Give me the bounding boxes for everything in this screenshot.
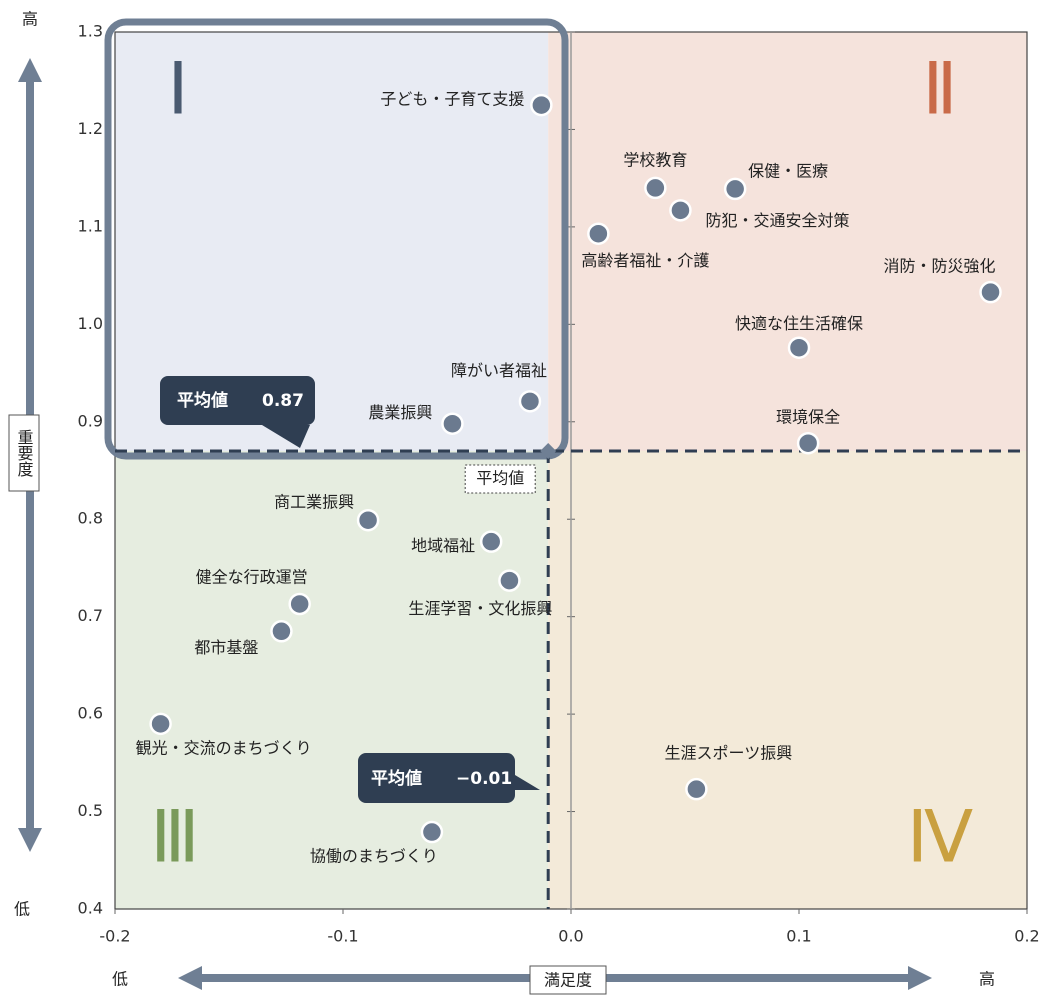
- point-label: 生涯スポーツ振興: [665, 744, 793, 763]
- point-label: 高齢者福祉・介護: [581, 251, 709, 270]
- point-label: 障がい者福祉: [451, 361, 547, 380]
- point: [149, 712, 172, 736]
- point: [420, 820, 444, 844]
- callout-x: [358, 753, 540, 803]
- quadrant-numeral: Ⅳ: [907, 798, 973, 878]
- x-tick-label: -0.1: [327, 927, 358, 946]
- y-tick-label: 0.9: [78, 411, 103, 430]
- point-label: 健全な行政運営: [196, 567, 308, 586]
- point: [441, 412, 464, 435]
- point: [518, 390, 542, 413]
- callout-caption: 平均値: [177, 390, 228, 411]
- callout-caption: 平均値: [371, 768, 422, 789]
- point-label: 地域福祉: [411, 536, 475, 555]
- point-label: 防犯・交通安全対策: [705, 211, 849, 230]
- quadrant-numeral: Ⅰ: [167, 50, 188, 130]
- point: [530, 93, 553, 117]
- point-label: 環境保全: [776, 408, 840, 427]
- point: [723, 177, 747, 201]
- callout-value: −0.01: [456, 769, 512, 789]
- x-tick-label: 0.0: [558, 927, 583, 946]
- y-axis-label: 重要度: [15, 429, 34, 477]
- y-tick-label: 0.7: [78, 606, 103, 625]
- point: [644, 176, 667, 200]
- point-label: 保健・医療: [748, 161, 828, 180]
- x-low: 低: [112, 970, 128, 989]
- point-label: 都市基盤: [194, 638, 258, 657]
- y-tick-label: 1.0: [78, 314, 103, 333]
- xlabel-box: [529, 965, 607, 995]
- quadrant-2: [548, 32, 1027, 452]
- y-tick-label: 0.6: [78, 704, 103, 723]
- point-label: 消防・防災強化: [884, 257, 996, 276]
- point: [979, 280, 1002, 304]
- point: [796, 431, 820, 455]
- quadrant-3: [115, 451, 549, 909]
- mean-caption: 平均値: [476, 469, 524, 488]
- point: [479, 530, 503, 553]
- mean-box: [464, 464, 536, 494]
- point-label: 観光・交流のまちづくり: [136, 738, 312, 757]
- point-label: 子ども・子育て支援: [380, 90, 524, 109]
- point-label: 商工業振興: [274, 493, 354, 512]
- point-label: 快適な住生活確保: [735, 314, 863, 333]
- y-tick-label: 0.8: [78, 509, 103, 528]
- callout-value: 0.87: [262, 391, 304, 411]
- quadrant-4: [548, 451, 1027, 909]
- mean-point: [540, 443, 557, 460]
- y-tick-label: 1.1: [78, 216, 103, 235]
- point: [498, 569, 521, 592]
- quadrant-numeral: Ⅲ: [150, 798, 200, 878]
- x-tick-label: -0.2: [99, 927, 130, 946]
- point: [787, 336, 811, 359]
- highlight-box: [104, 18, 569, 460]
- y-tick-label: 0.4: [78, 899, 103, 918]
- y-high: 高: [22, 10, 38, 29]
- y-tick-label: 1.2: [78, 119, 103, 138]
- y-tick-label: 1.3: [78, 22, 103, 41]
- x-tick-label: 0.1: [786, 927, 811, 946]
- y-tick-label: 0.5: [78, 801, 103, 820]
- point-label: 協働のまちづくり: [310, 847, 438, 866]
- x-high: 高: [979, 970, 995, 989]
- callout-y: [160, 376, 315, 449]
- point-label: 農業振興: [368, 403, 432, 422]
- point-label: 生涯学習・文化振興: [408, 599, 552, 618]
- y-low: 低: [14, 900, 30, 919]
- point: [685, 777, 708, 801]
- ylabel-box: [8, 414, 40, 492]
- point: [587, 222, 610, 245]
- x-tick-label: 0.2: [1014, 927, 1039, 946]
- point-label: 学校教育: [623, 150, 687, 169]
- quadrant-numeral: Ⅱ: [922, 50, 957, 130]
- point: [270, 620, 293, 643]
- point: [669, 199, 692, 222]
- point: [288, 592, 311, 616]
- point: [356, 508, 380, 532]
- x-axis-label: 満足度: [544, 971, 592, 990]
